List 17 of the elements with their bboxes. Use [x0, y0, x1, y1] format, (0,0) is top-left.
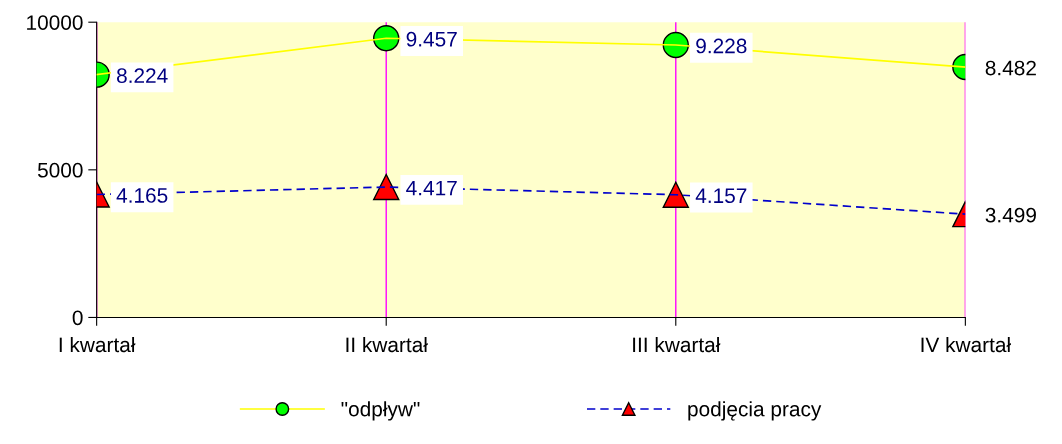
x-tick-label: IV kwartał [921, 336, 1011, 353]
data-label: 8.224 [116, 68, 168, 84]
x-tick-label: II kwartał [346, 336, 428, 353]
data-label: 8.482 [985, 60, 1036, 76]
data-label: 3.499 [985, 207, 1036, 223]
data-label: 4.165 [116, 188, 168, 203]
x-tick-label: I kwartał [59, 336, 136, 353]
x-tick-label: III kwartał [633, 336, 721, 353]
data-label: 4.157 [695, 188, 747, 204]
data-label: 9.228 [696, 38, 747, 54]
data-label: 4.417 [406, 180, 457, 196]
legend-label: podjęcia pracy [688, 401, 822, 421]
y-tick-label: 10000 [27, 15, 83, 30]
data-label: 9.457 [406, 31, 457, 47]
y-tick-label: 5000 [37, 162, 83, 178]
legend-label: "odpływ" [341, 401, 420, 421]
y-tick-label: 0 [72, 310, 83, 326]
